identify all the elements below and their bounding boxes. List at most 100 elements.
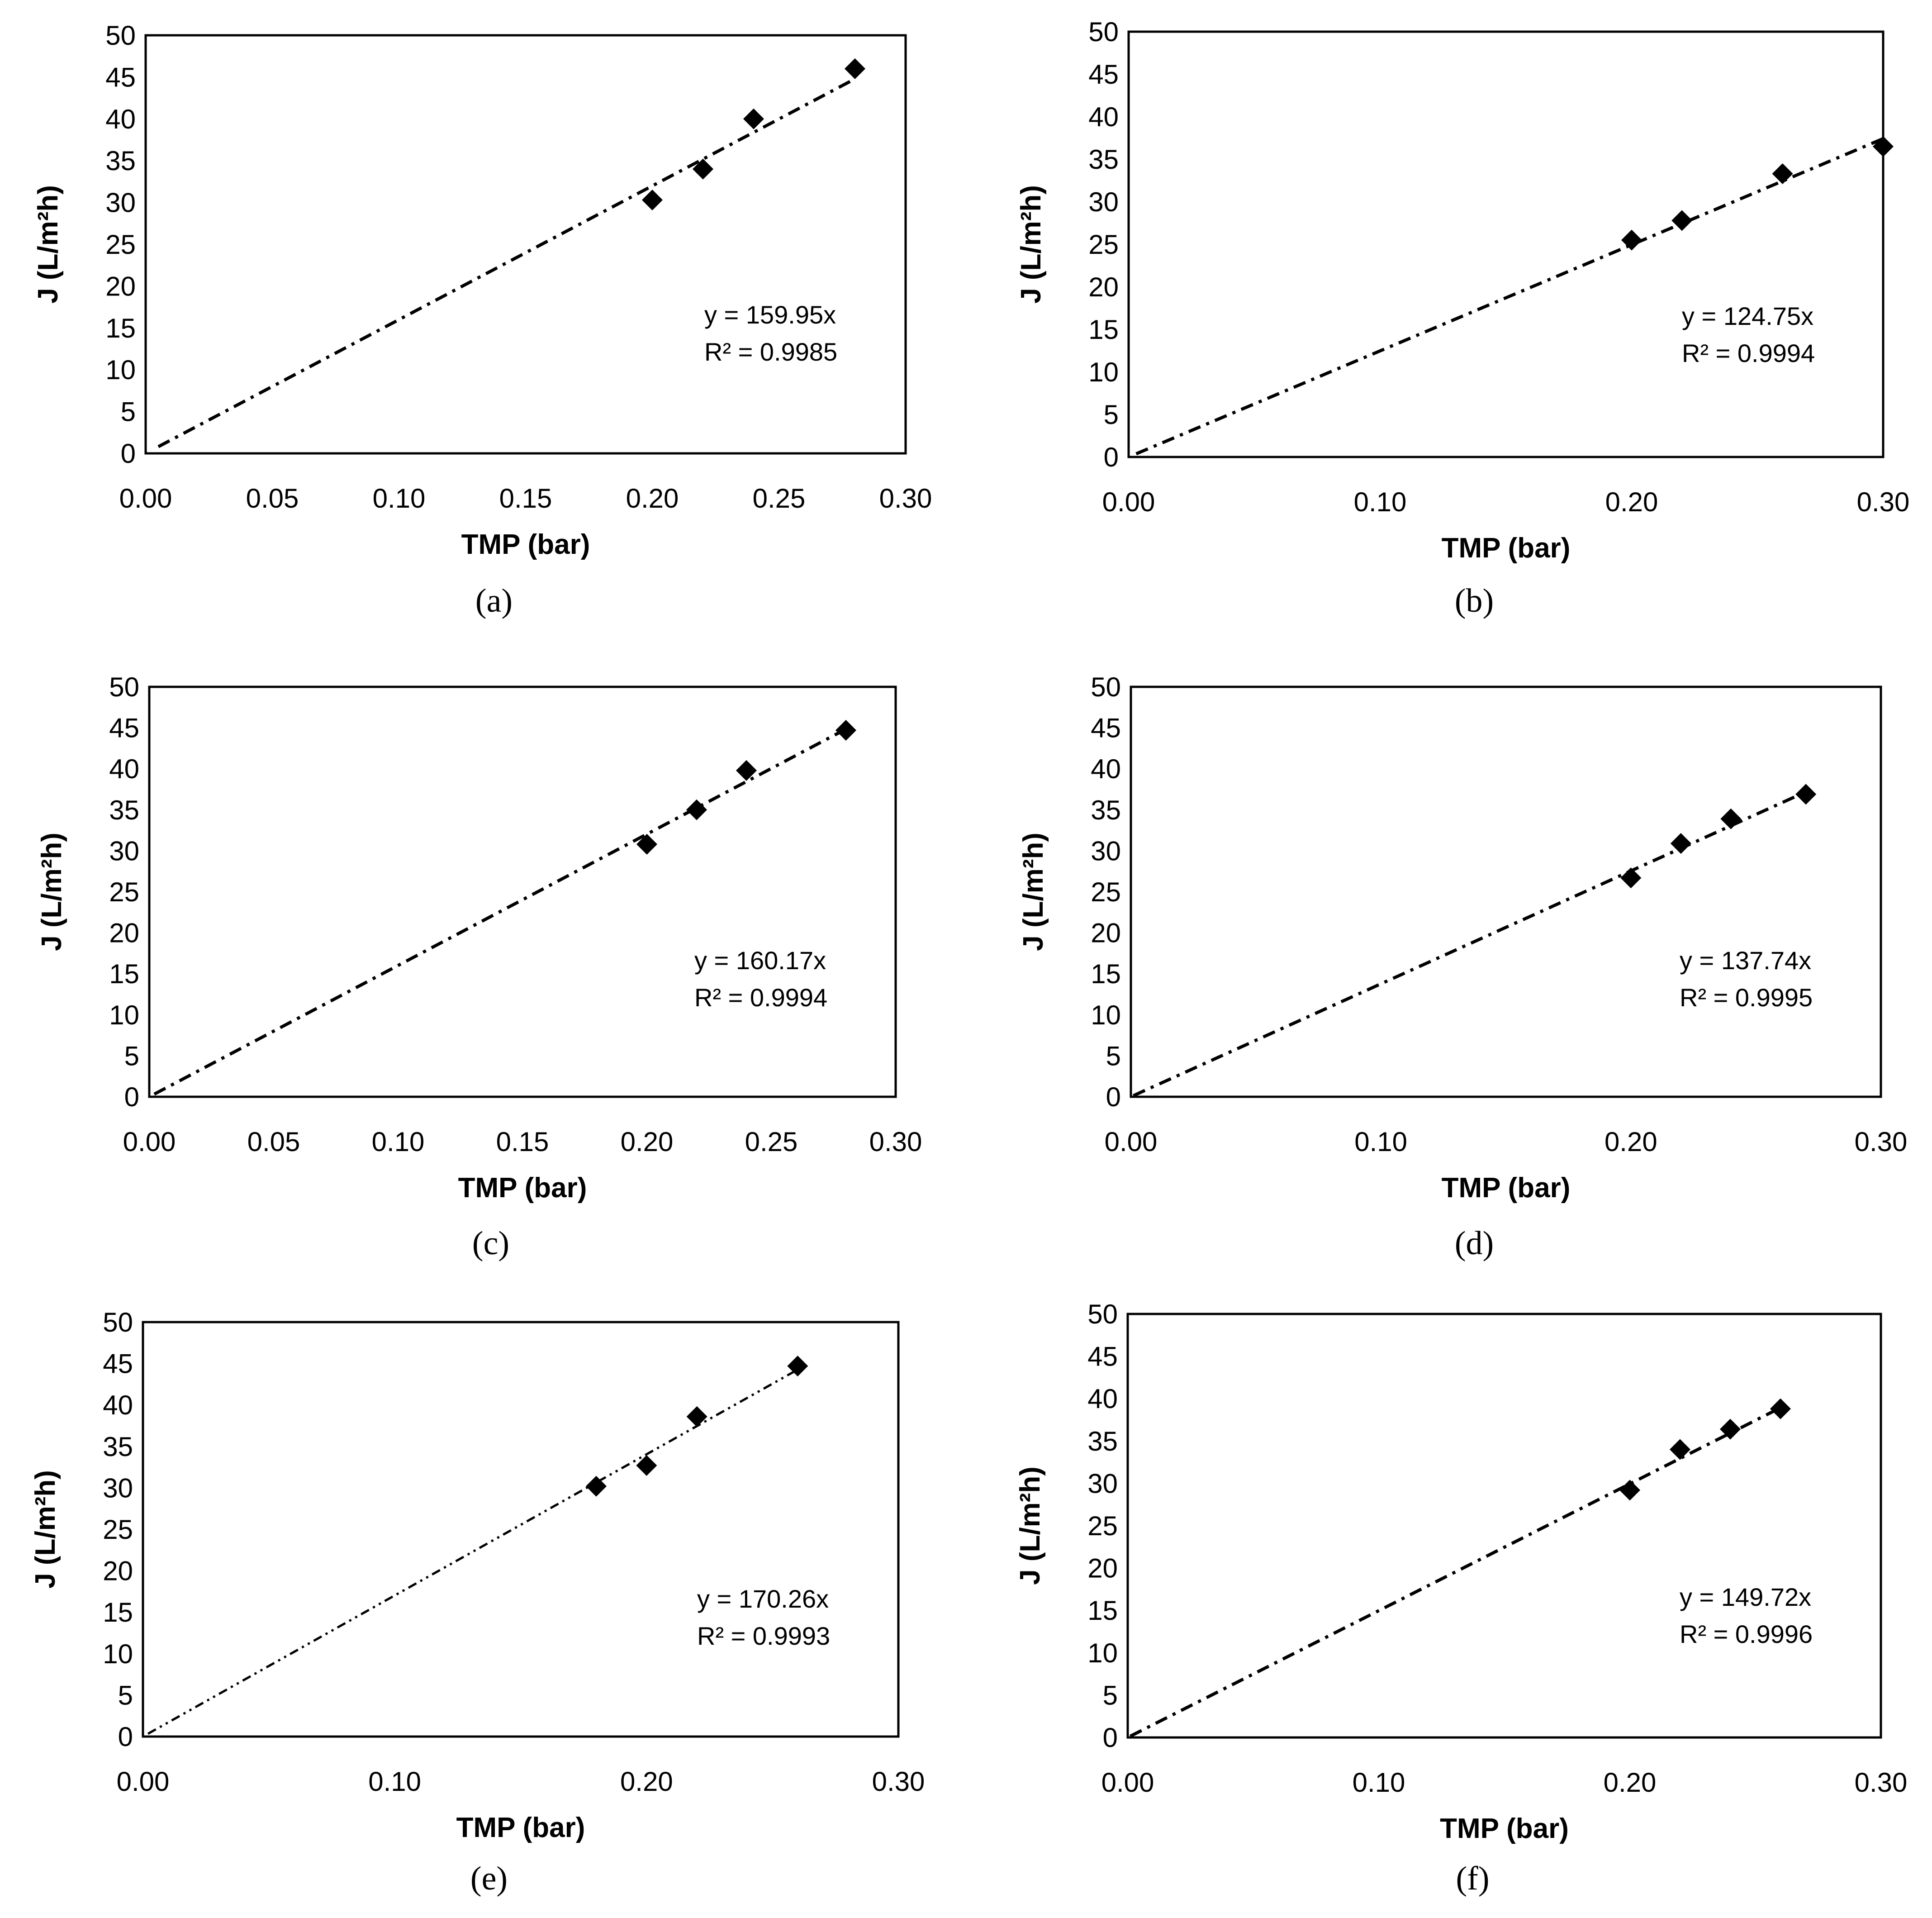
- x-tick-label: 0.15: [499, 483, 552, 514]
- y-axis-title: J (L/m²h): [1018, 833, 1049, 951]
- data-point: [586, 1475, 607, 1497]
- y-tick-label: 30: [103, 1473, 133, 1503]
- y-tick-label: 15: [1091, 959, 1121, 989]
- r-squared-label: R² = 0.9994: [1682, 339, 1815, 367]
- data-point: [686, 1406, 707, 1427]
- y-tick-label: 15: [105, 313, 136, 343]
- data-point: [636, 1455, 657, 1476]
- y-axis-title: J (L/m²h): [33, 185, 64, 304]
- x-tick-label: 0.05: [246, 483, 299, 514]
- x-tick-label: 0.20: [1604, 1767, 1657, 1798]
- y-tick-label: 40: [1087, 1384, 1118, 1414]
- equation-label: y = 170.26x: [697, 1585, 829, 1613]
- y-tick-label: 40: [1091, 754, 1121, 784]
- trendline: [1129, 1406, 1781, 1738]
- equation-label: y = 160.17x: [694, 946, 826, 975]
- y-tick-label: 50: [105, 20, 136, 51]
- x-tick-label: 0.00: [117, 1766, 170, 1797]
- y-tick-label: 25: [109, 877, 139, 907]
- y-tick-label: 20: [1087, 1553, 1118, 1584]
- data-point: [743, 108, 764, 129]
- chart-panel-e: 0 5 10 15 20 25 30 35 40 45 50 0.00 0.10 0.20 0.30 TMP …: [30, 1307, 925, 1897]
- x-tick-label: 0.10: [368, 1766, 421, 1797]
- data-point: [1770, 1398, 1791, 1419]
- panel-label: (f): [1456, 1860, 1490, 1897]
- equation-label: y = 124.75x: [1682, 302, 1813, 330]
- equation-label: y = 137.74x: [1680, 946, 1811, 975]
- y-tick-label: 40: [1088, 102, 1119, 132]
- y-tick-label: 25: [1091, 877, 1121, 907]
- x-tick-label: 0.20: [626, 483, 679, 514]
- y-tick-label: 40: [105, 104, 136, 134]
- y-axis-title: J (L/m²h): [36, 833, 67, 951]
- data-point: [1720, 808, 1742, 829]
- y-tick-label: 10: [1091, 1000, 1121, 1030]
- y-tick-label: 15: [1088, 314, 1119, 345]
- x-tick-label: 0.10: [1354, 1127, 1407, 1157]
- data-point: [1873, 136, 1894, 157]
- data-point: [1621, 229, 1642, 251]
- y-tick-label: 0: [1104, 442, 1119, 472]
- y-tick-label: 5: [124, 1041, 139, 1071]
- y-tick-label: 0: [1106, 1082, 1121, 1112]
- x-tick-label: 0.30: [1857, 487, 1910, 517]
- panel-label: (d): [1455, 1225, 1494, 1262]
- chart-panel-c: 0 5 10 15 20 25 30 35 40 45 50 0.00 0.05 0.10 0.15 0.20…: [36, 672, 922, 1262]
- y-tick-label: 25: [105, 229, 136, 260]
- equation-label: y = 159.95x: [704, 300, 836, 329]
- panel-label: (a): [475, 582, 513, 619]
- y-tick-label: 25: [103, 1514, 133, 1545]
- r-squared-label: R² = 0.9996: [1680, 1620, 1813, 1648]
- panel-label: (c): [472, 1225, 509, 1262]
- y-tick-label: 5: [118, 1680, 133, 1710]
- y-tick-label: 35: [109, 795, 139, 825]
- x-tick-label: 0.20: [1605, 487, 1658, 517]
- y-tick-label: 20: [105, 271, 136, 301]
- y-tick-label: 45: [109, 713, 139, 743]
- x-tick-label: 0.30: [869, 1127, 922, 1157]
- y-tick-label: 40: [109, 754, 139, 784]
- data-point: [1772, 163, 1793, 184]
- x-tick-label: 0.00: [119, 483, 172, 514]
- y-tick-label: 35: [1087, 1426, 1118, 1456]
- y-tick-label: 0: [124, 1082, 139, 1112]
- data-point: [1620, 867, 1642, 889]
- y-tick-label: 35: [103, 1432, 133, 1462]
- plot-frame: [142, 1321, 900, 1738]
- y-tick-label: 10: [109, 1000, 139, 1030]
- data-point: [1670, 1439, 1690, 1460]
- data-point: [1619, 1480, 1640, 1501]
- y-tick-label: 45: [1091, 713, 1121, 743]
- y-tick-label: 25: [1087, 1511, 1118, 1541]
- y-tick-label: 15: [103, 1597, 133, 1628]
- y-tick-label: 45: [105, 62, 136, 92]
- trendline: [1133, 790, 1807, 1097]
- y-tick-label: 50: [109, 672, 139, 702]
- y-tick-label: 30: [1088, 187, 1119, 217]
- y-tick-label: 50: [1087, 1299, 1118, 1329]
- x-tick-label: 0.15: [496, 1127, 549, 1157]
- y-tick-label: 45: [1087, 1342, 1118, 1372]
- y-tick-label: 35: [105, 146, 136, 176]
- x-tick-label: 0.20: [1604, 1127, 1657, 1157]
- y-tick-label: 10: [105, 355, 136, 385]
- y-tick-label: 25: [1088, 229, 1119, 260]
- data-point: [1671, 210, 1693, 231]
- chart-panel-b: 0 5 10 15 20 25 30 35 40 45 50 0.00 0.10 0.20 0.30 TMP …: [1016, 17, 1909, 619]
- x-tick-label: 0.30: [872, 1766, 925, 1797]
- y-tick-label: 50: [103, 1307, 133, 1337]
- x-tick-label: 0.30: [1855, 1767, 1908, 1798]
- y-tick-label: 10: [103, 1639, 133, 1669]
- x-axis-title: TMP (bar): [1442, 533, 1571, 564]
- y-tick-label: 45: [1088, 59, 1119, 90]
- y-tick-label: 5: [1103, 1680, 1118, 1710]
- y-tick-label: 5: [121, 397, 136, 427]
- x-axis-title: TMP (bar): [458, 1172, 587, 1204]
- y-tick-label: 0: [1103, 1723, 1118, 1753]
- trendline: [153, 728, 847, 1096]
- y-axis-title: J (L/m²h): [30, 1470, 61, 1589]
- x-axis-title: TMP (bar): [1442, 1172, 1571, 1204]
- y-tick-label: 20: [109, 918, 139, 948]
- x-tick-label: 0.10: [1353, 1767, 1405, 1798]
- x-tick-label: 0.25: [753, 483, 806, 514]
